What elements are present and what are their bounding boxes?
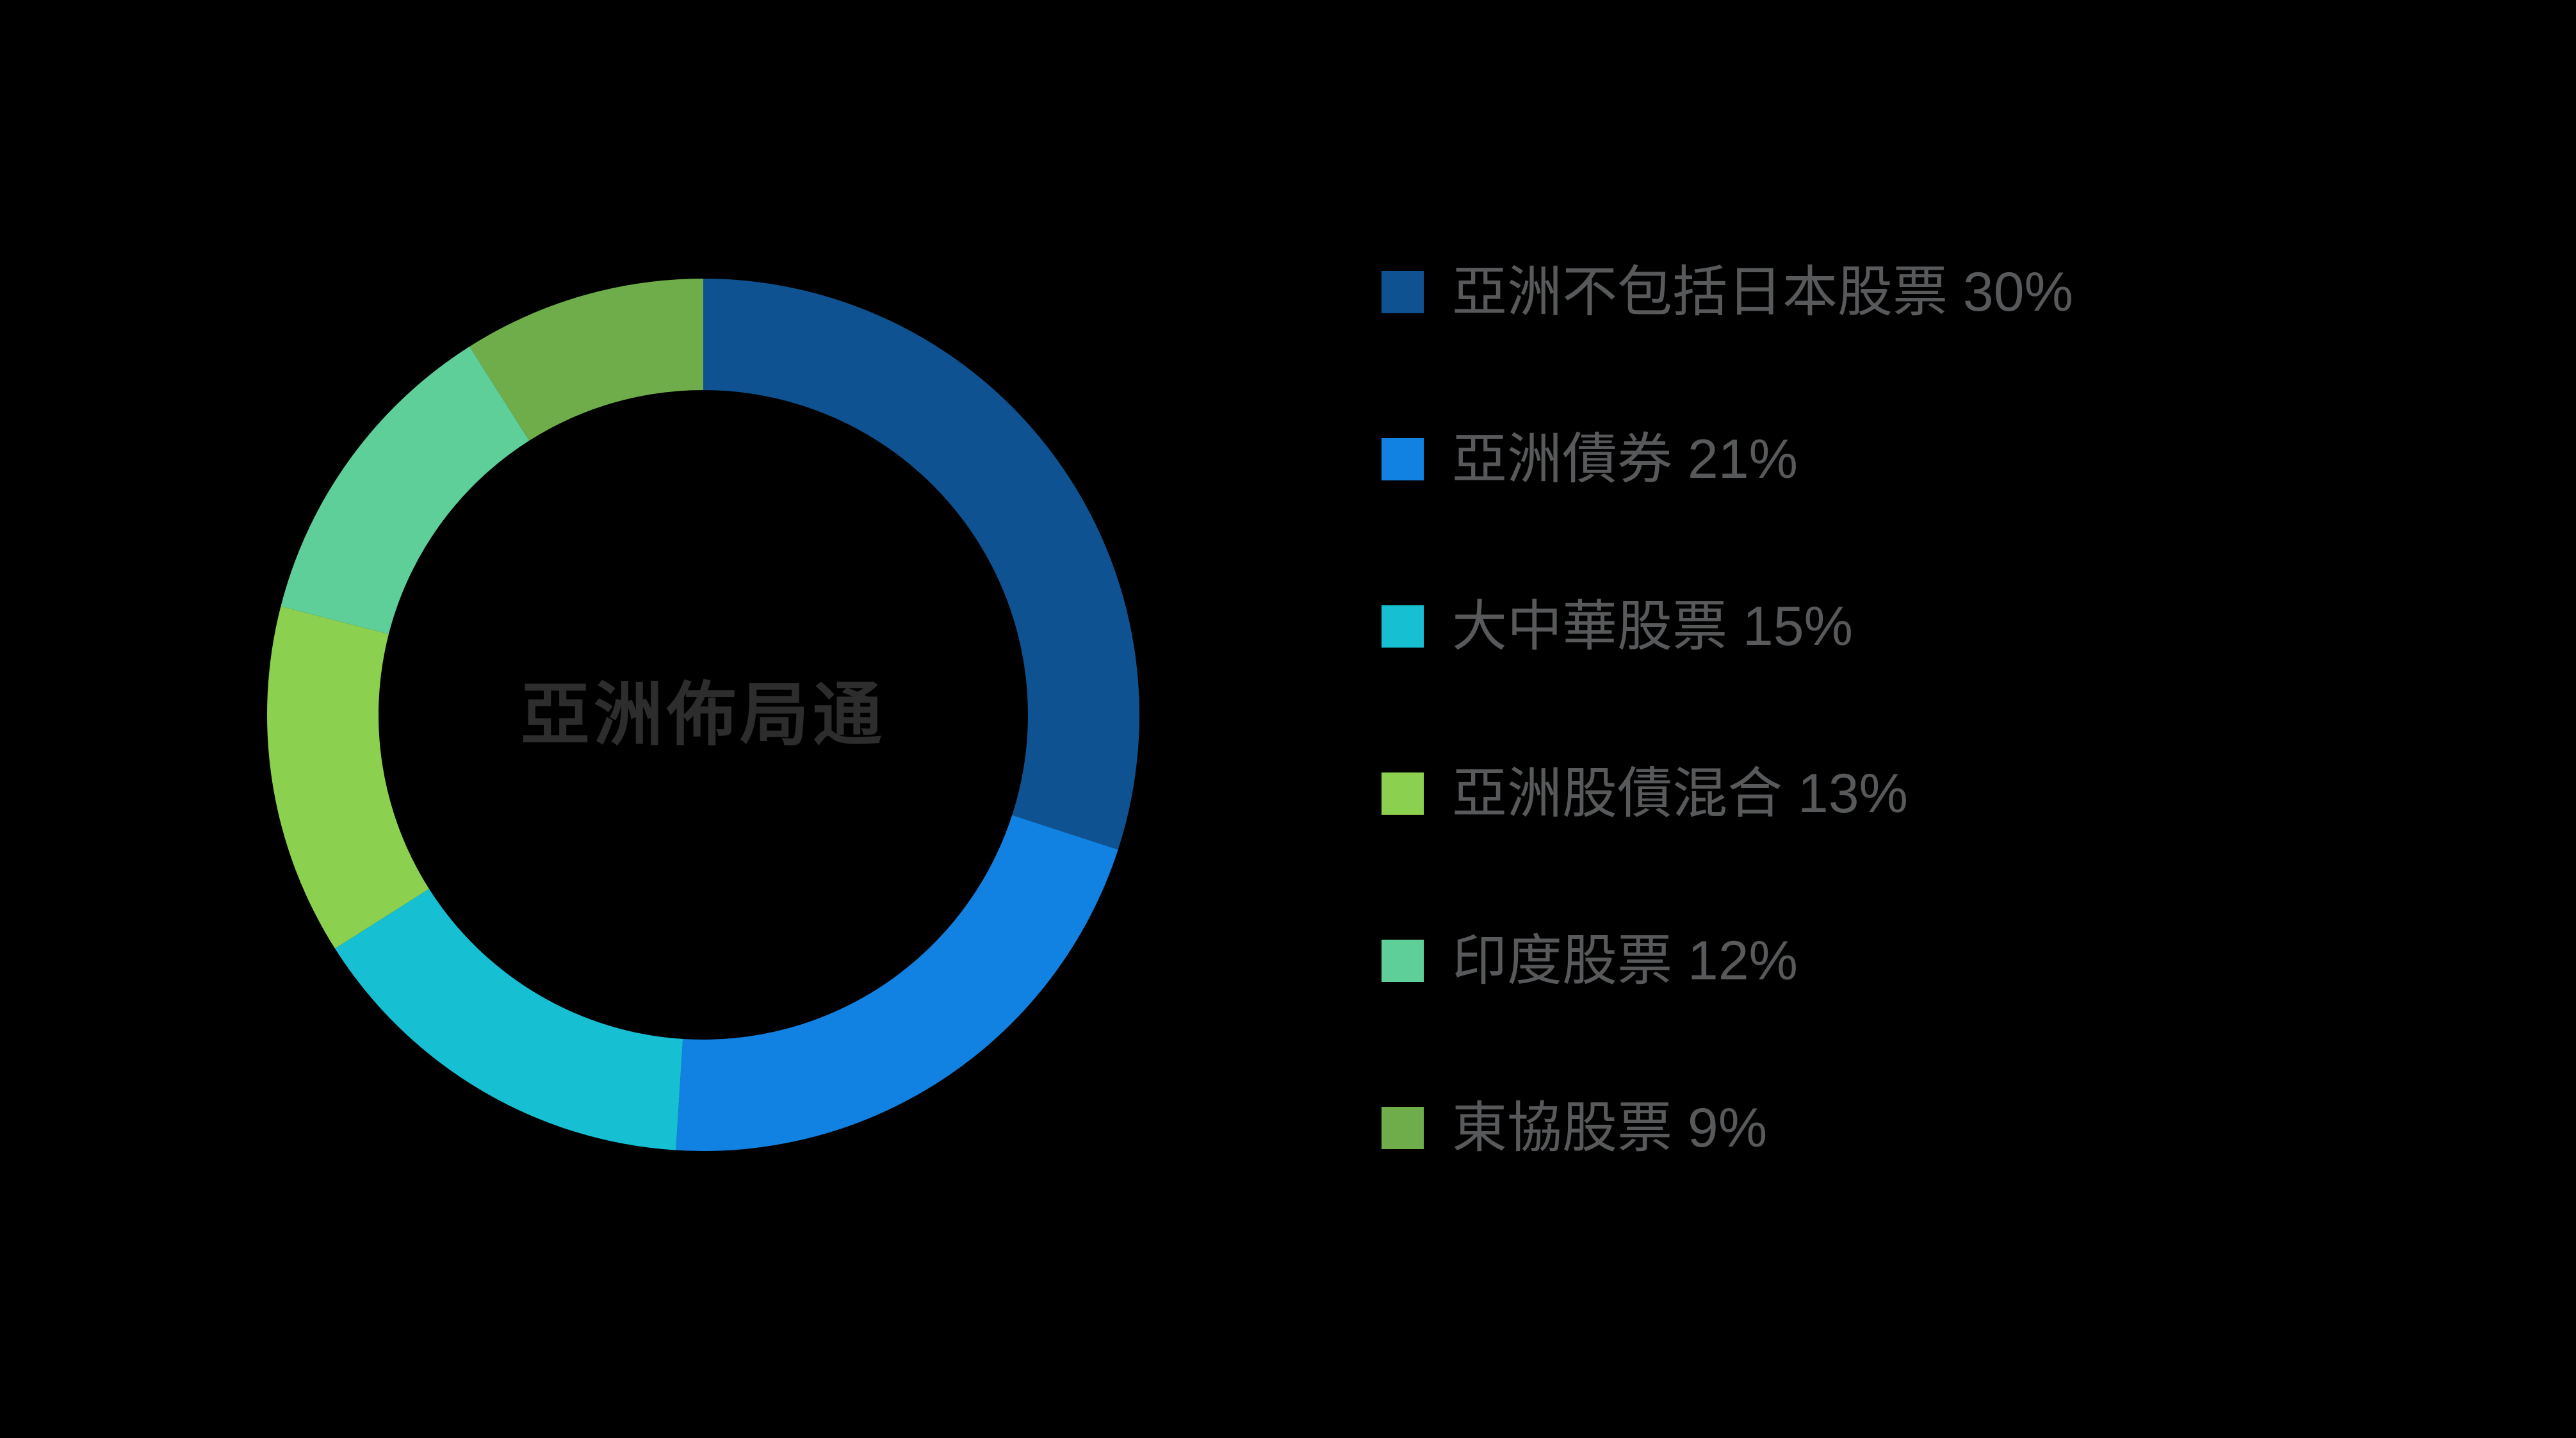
legend-item-2: 大中華股票 15%	[1382, 598, 2073, 655]
donut-segment-1	[676, 815, 1118, 1151]
donut-segment-0	[703, 279, 1139, 850]
legend-label-4: 印度股票 12%	[1452, 930, 1798, 992]
legend-label-0: 亞洲不包括日本股票 30%	[1452, 261, 2074, 323]
donut-segment-4	[281, 347, 530, 634]
legend-item-0: 亞洲不包括日本股票 30%	[1382, 263, 2073, 321]
legend-swatch-1	[1382, 438, 1424, 480]
legend-item-3: 亞洲股債混合 13%	[1382, 765, 2073, 822]
legend-item-5: 東協股票 9%	[1382, 1099, 2073, 1157]
legend-label-3: 亞洲股債混合 13%	[1452, 763, 1909, 824]
donut-segment-3	[266, 606, 429, 949]
legend-label-5: 東協股票 9%	[1452, 1097, 1768, 1159]
donut-segment-5	[469, 279, 703, 441]
legend-item-1: 亞洲債券 21%	[1382, 430, 2073, 488]
legend-label-2: 大中華股票 15%	[1452, 596, 1854, 657]
legend-item-4: 印度股票 12%	[1382, 932, 2073, 990]
legend-swatch-5	[1382, 1107, 1424, 1149]
legend-swatch-3	[1382, 772, 1424, 815]
legend-swatch-2	[1382, 605, 1424, 648]
chart-center-title: 亞洲佈局通	[520, 676, 886, 753]
donut-segment-2	[335, 888, 683, 1150]
legend-swatch-4	[1382, 940, 1424, 982]
chart-legend: 亞洲不包括日本股票 30% 亞洲債券 21% 大中華股票 15% 亞洲股債混合 13%…	[1382, 263, 2073, 1157]
legend-swatch-0	[1382, 271, 1424, 313]
legend-label-1: 亞洲債券 21%	[1452, 429, 1798, 490]
